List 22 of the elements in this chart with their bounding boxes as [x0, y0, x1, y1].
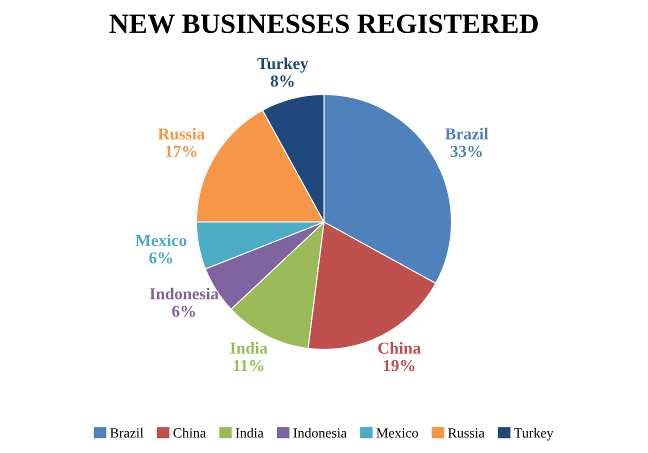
legend-label: Mexico	[376, 428, 418, 438]
data-label: 17%	[166, 146, 196, 158]
slice-label: Russia	[158, 128, 205, 140]
legend-label: Brazil	[110, 428, 144, 438]
slice-label: Turkey	[257, 57, 308, 73]
legend-label: China	[173, 428, 206, 438]
legend-label: Turkey	[514, 428, 554, 440]
legend-label: Indonesia	[293, 428, 347, 438]
data-label: 11%	[234, 360, 264, 372]
slice-label: Indonesia	[150, 288, 219, 300]
chart-title: NEW BUSINESSES REGISTERED	[109, 14, 538, 34]
legend-label: Russia	[448, 428, 485, 438]
legend-label: India	[236, 428, 264, 438]
slice-label: Brazil	[445, 128, 488, 140]
data-label: 19%	[384, 360, 414, 372]
data-label: 8%	[270, 75, 294, 87]
slice-label: India	[230, 342, 268, 354]
data-label: 33%	[450, 146, 482, 158]
data-label: 6%	[149, 252, 172, 264]
slice-label: China	[378, 342, 421, 354]
slice-label: Mexico	[136, 234, 186, 246]
data-label: 6%	[172, 306, 195, 317]
